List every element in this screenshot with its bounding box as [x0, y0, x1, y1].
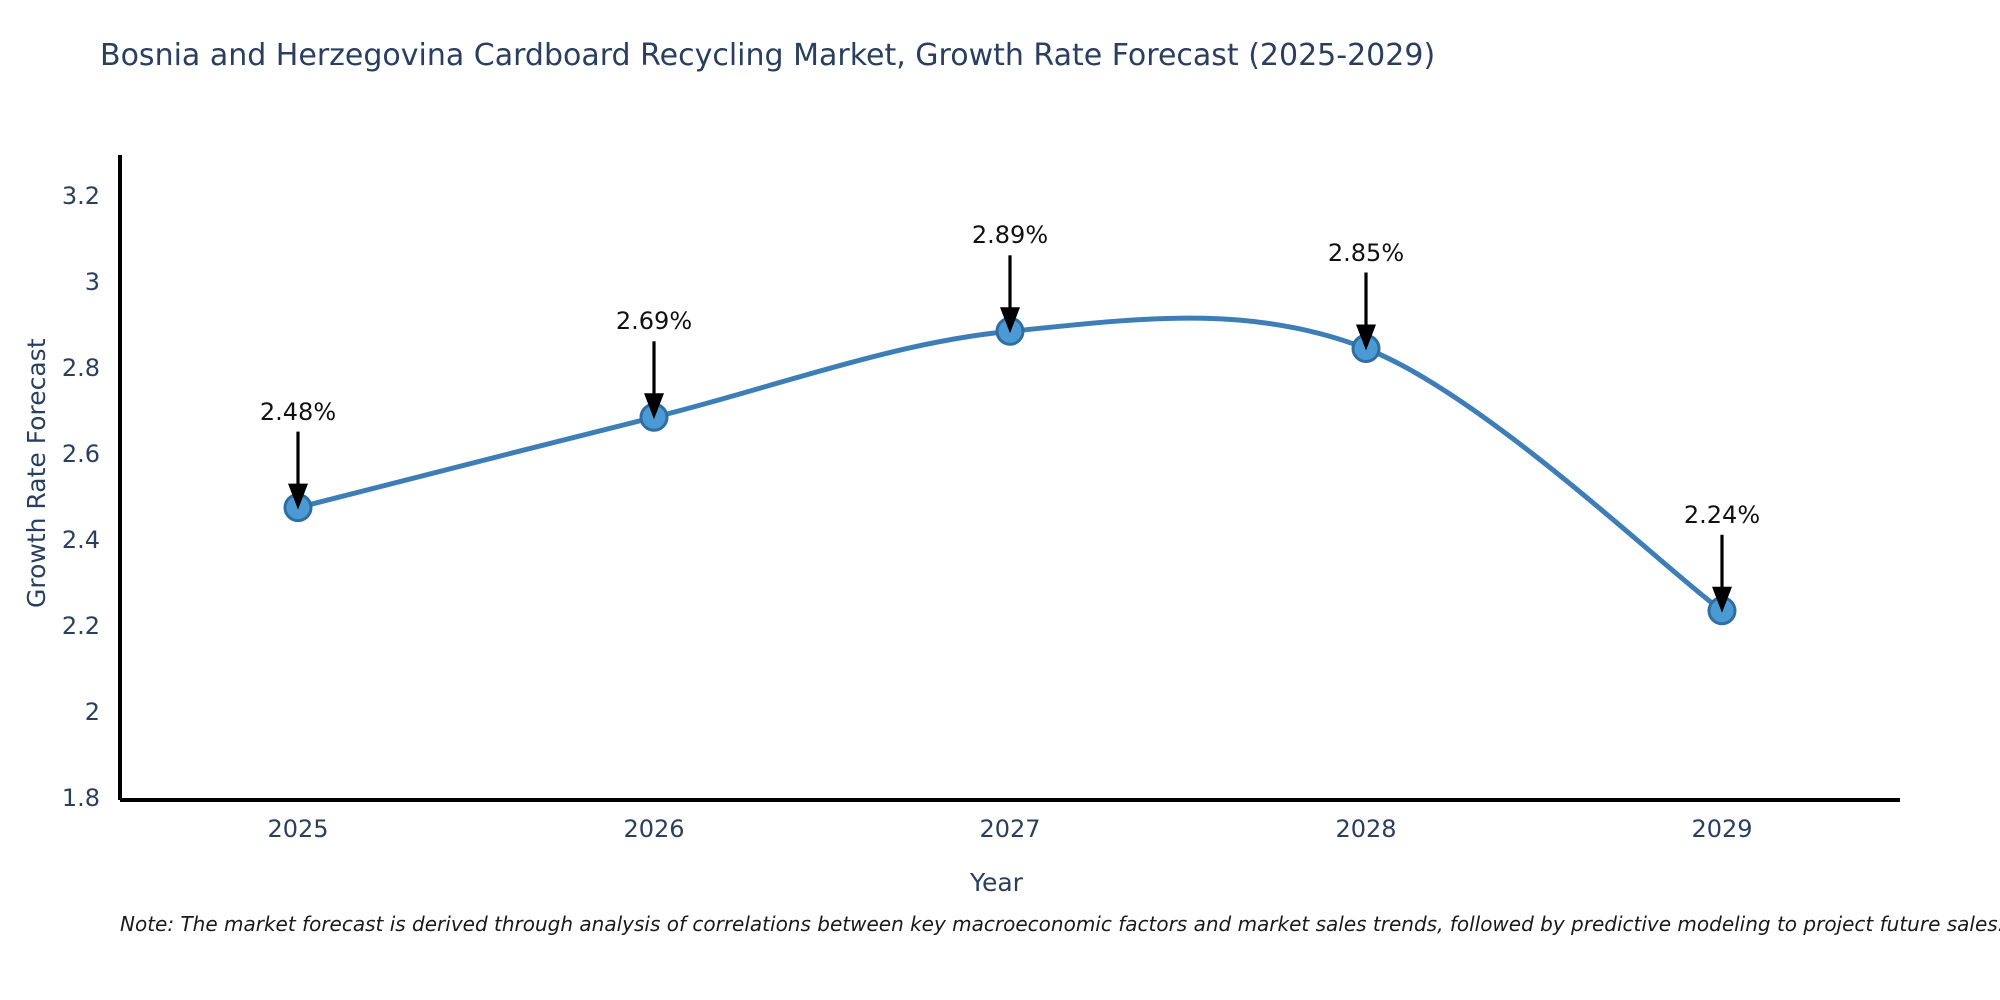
- data-markers-group: [283, 316, 1737, 626]
- x-tick-label: 2026: [623, 815, 685, 843]
- data-point-label: 2.69%: [615, 307, 693, 336]
- annotation-arrow: [644, 341, 664, 420]
- y-tick-label: 3.2: [61, 182, 100, 210]
- annotation-arrow: [1712, 534, 1732, 613]
- data-point-label: 2.89%: [971, 221, 1049, 250]
- chart-note: Note: The market forecast is derived thr…: [120, 912, 2000, 936]
- y-tick-label: 3: [84, 268, 100, 296]
- chart-title: Bosnia and Herzegovina Cardboard Recycli…: [100, 38, 1436, 73]
- x-tick-label: 2028: [1335, 815, 1397, 843]
- annotation-arrows-group: [288, 255, 1732, 613]
- annotation-arrow: [1000, 255, 1020, 334]
- x-tick-label: 2029: [1691, 815, 1753, 843]
- data-point-label: 2.24%: [1683, 500, 1761, 529]
- x-axis-title: Year: [970, 868, 1023, 897]
- y-tick-label: 1.8: [61, 784, 100, 812]
- x-tick-label: 2025: [267, 815, 329, 843]
- y-tick-label: 2: [84, 698, 100, 726]
- y-tick-label: 2.8: [61, 354, 100, 382]
- data-line-series: [295, 315, 1725, 614]
- y-tick-label: 2.2: [61, 612, 100, 640]
- data-point-label: 2.48%: [259, 397, 337, 426]
- y-tick-label: 2.6: [61, 440, 100, 468]
- annotation-arrow: [1356, 272, 1376, 351]
- annotation-arrow: [288, 431, 308, 510]
- x-tick-label: 2027: [979, 815, 1041, 843]
- y-tick-label: 2.4: [61, 526, 100, 554]
- data-point-label: 2.85%: [1327, 238, 1405, 267]
